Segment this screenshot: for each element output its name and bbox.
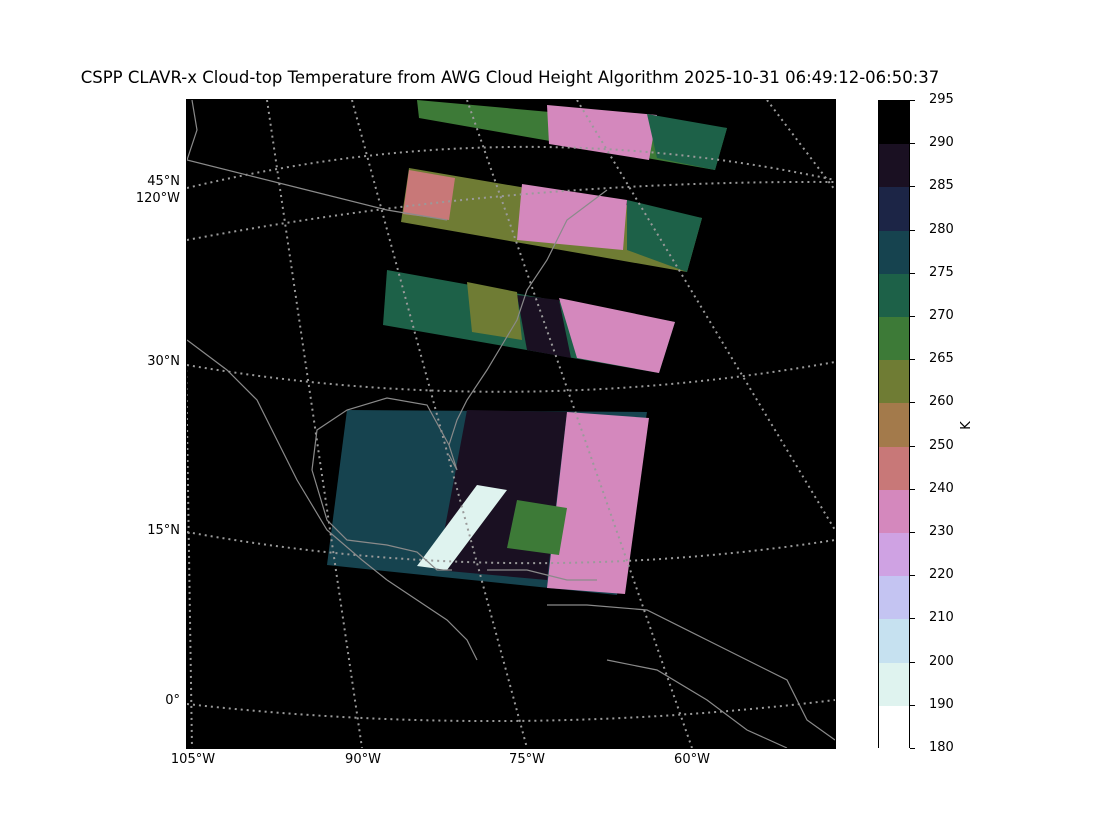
colorbar-tick-mark: [910, 445, 915, 447]
map-svg: [187, 100, 835, 748]
graticule: [187, 100, 835, 748]
lon-label-60w: 60°W: [674, 752, 710, 767]
colorbar-swatch: [879, 403, 909, 448]
lat-label-15n: 15°N: [147, 523, 180, 538]
meridian-60w: [466, 100, 693, 748]
colorbar-tick-mark: [910, 316, 915, 317]
colorbar-tick-label: 280: [929, 221, 954, 237]
parallel-15n: [187, 531, 835, 565]
colorbar-tick-label: 220: [929, 567, 954, 583]
colorbar-tick-mark: [910, 359, 915, 361]
colorbar-tick-mark: [910, 100, 915, 101]
colorbar-tick-label: 285: [929, 178, 954, 194]
parallel-30n: [187, 361, 835, 393]
colorbar-swatch: [879, 619, 909, 664]
colorbar-swatch: [879, 144, 909, 188]
swath-4-green: [507, 500, 567, 555]
colorbar-tick-mark: [910, 618, 915, 620]
lon-label-75w: 75°W: [509, 752, 545, 767]
colorbar-tick-label: 260: [929, 394, 954, 410]
colorbar: [878, 100, 910, 750]
coastline-gulf: [311, 397, 452, 571]
coastline-pacific-nw: [187, 100, 198, 161]
lat-label-0: 0°: [165, 693, 180, 708]
border-us-canada: [187, 159, 448, 221]
parallel-0: [187, 699, 835, 723]
parallel-45n: [187, 145, 835, 189]
map-panel: [186, 99, 836, 749]
satellite-swaths: [327, 100, 727, 595]
coastline-south-america: [547, 604, 835, 741]
swath-2-cold: [517, 184, 627, 250]
coastline-mexico-west: [187, 339, 388, 581]
colorbar-tick-label: 200: [929, 653, 954, 669]
chart-title: CSPP CLAVR-x Cloud-top Temperature from …: [80, 68, 940, 87]
colorbar-tick-mark: [910, 748, 915, 749]
colorbar-tick-mark: [910, 402, 915, 404]
colorbar-tick-mark: [910, 532, 915, 533]
colorbar-tick-mark: [910, 229, 915, 231]
swath-3-olive: [467, 282, 522, 340]
colorbar-tick-label: 275: [929, 264, 954, 280]
swath-3-cold: [559, 298, 675, 373]
colorbar-swatch: [879, 360, 909, 404]
colorbar-tick-label: 180: [929, 740, 954, 755]
colorbar-tick-label: 250: [929, 437, 954, 453]
coastlines: [187, 100, 835, 748]
colorbar-tick-mark: [910, 661, 915, 663]
colorbar-swatch: [879, 576, 909, 620]
colorbar-tick-mark: [910, 143, 915, 145]
lon-label-120w: 120°W: [135, 191, 180, 206]
colorbar-swatch: [879, 101, 909, 145]
swath-4-white: [417, 485, 507, 570]
colorbar-tick-label: 290: [929, 135, 954, 151]
colorbar-swatch: [879, 273, 909, 318]
colorbar-tick-label: 295: [929, 92, 954, 107]
colorbar-swatch: [879, 446, 909, 491]
lat-label-45n: 45°N: [147, 174, 180, 189]
lon-label-105w: 105°W: [170, 752, 216, 767]
meridian-105w: [187, 359, 193, 748]
colorbar-swatch: [879, 533, 909, 577]
lat-label-30n: 30°N: [147, 354, 180, 369]
colorbar-tick-label: 190: [929, 696, 954, 712]
coastline-sa-interior: [606, 659, 788, 748]
swath-2-pink: [403, 170, 455, 220]
colorbar-tick-mark: [910, 704, 915, 706]
coastline-cuba: [487, 569, 597, 581]
swath-2-mid: [627, 200, 702, 272]
colorbar-swatch: [879, 317, 909, 361]
meridian-75w: [351, 100, 528, 748]
colorbar-swatch: [879, 230, 909, 275]
colorbar-tick-label: 210: [929, 610, 954, 626]
parallel-40n: [187, 180, 835, 241]
colorbar-tick-mark: [910, 186, 915, 188]
colorbar-swatch: [879, 489, 909, 534]
colorbar-tick-label: 270: [929, 308, 954, 323]
colorbar-tick-mark: [910, 272, 915, 274]
swath-1-warm: [647, 114, 727, 170]
colorbar-tick-label: 240: [929, 480, 954, 496]
swath-3-dark: [517, 295, 571, 358]
colorbar-tick-mark: [910, 575, 915, 577]
coastline-na-east: [448, 189, 608, 471]
meridian-90w: [266, 100, 363, 748]
lon-label-90w: 90°W: [345, 752, 381, 767]
colorbar-tick-mark: [910, 488, 915, 490]
colorbar-swatch: [879, 662, 909, 707]
colorbar-unit: K: [958, 421, 974, 430]
colorbar-tick-label: 230: [929, 524, 954, 539]
colorbar-swatch: [879, 187, 909, 232]
coastline-central-america: [386, 579, 478, 661]
meridian-30w: [766, 100, 835, 191]
swath-1-cold: [547, 105, 657, 160]
colorbar-tick-label: 265: [929, 351, 954, 367]
colorbar-swatch: [879, 705, 909, 750]
